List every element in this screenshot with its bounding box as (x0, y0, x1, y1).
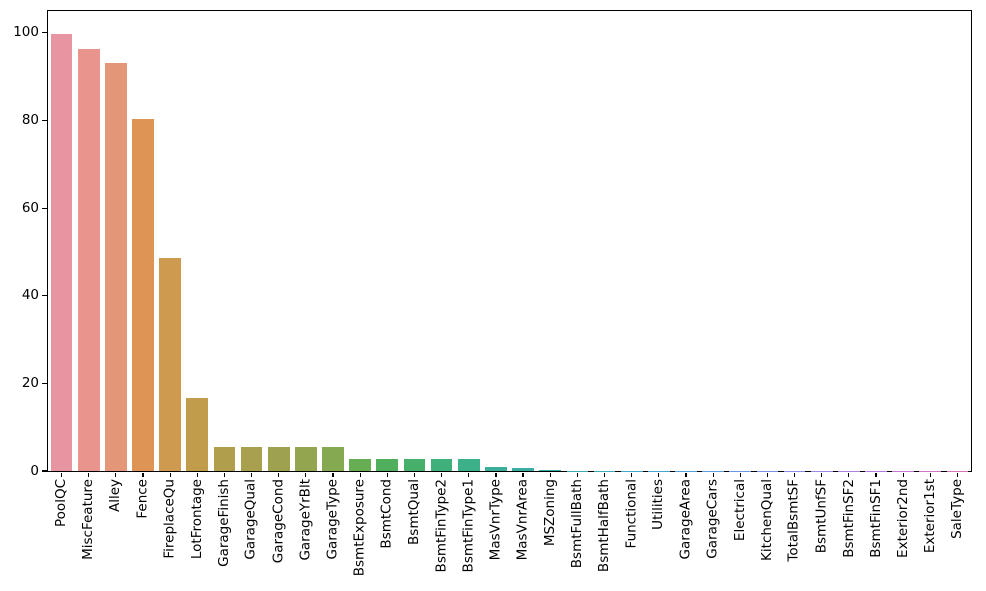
x-tick-label-text: BsmtQual (405, 479, 422, 545)
x-tick-label-text: PoolQC (53, 479, 70, 527)
y-tick-label: 100 (13, 24, 39, 41)
x-tick-label-text: Exterior2nd (894, 479, 911, 558)
x-tick (631, 472, 633, 477)
bar-MasVnrArea (512, 467, 534, 471)
x-tick-label-text: MasVnrType (487, 479, 504, 561)
x-tick-label-text: GarageArea (677, 479, 694, 560)
x-tick (332, 472, 334, 477)
x-tick-label-text: BsmtFinSF2 (840, 479, 857, 558)
x-tick-label-text: BsmtFullBath (568, 479, 585, 569)
x-tick-label-text: GarageFinish (215, 479, 232, 567)
x-tick-label-text: GarageCond (270, 479, 287, 564)
bar-GarageYrBlt (295, 447, 317, 471)
bar-MSZoning (539, 470, 562, 471)
x-tick (359, 472, 361, 477)
x-tick-label-text: BsmtHalfBath (596, 479, 612, 573)
bar-GarageQual (240, 447, 263, 471)
x-tick (223, 472, 226, 477)
bar-MiscFeature (77, 48, 100, 471)
x-tick-label-text: GarageQual (243, 479, 260, 560)
x-tick (956, 472, 958, 477)
x-tick (142, 472, 144, 477)
x-tick (278, 472, 280, 477)
x-tick (522, 472, 524, 477)
x-tick (603, 472, 606, 477)
x-tick-label-text: GarageCars (704, 479, 721, 559)
x-tick (115, 472, 117, 477)
x-tick-label-text: BsmtFinType2 (433, 479, 450, 573)
bar-Fence (132, 118, 154, 471)
x-tick-label-text: MiscFeature (80, 479, 97, 560)
bar-BsmtExposure (349, 458, 372, 471)
bar-BsmtQual (403, 458, 426, 471)
x-tick (386, 472, 388, 477)
x-tick (196, 472, 198, 477)
x-tick (875, 472, 877, 477)
x-tick-label-text: TotalBsmtSF (786, 479, 803, 562)
x-tick (413, 472, 416, 477)
x-tick (60, 472, 63, 477)
bar-MasVnrType (485, 467, 507, 471)
x-tick-label-text: BsmtFinType1 (460, 479, 477, 573)
x-tick-label-text: FireplaceQu (161, 479, 178, 559)
x-tick (902, 472, 904, 477)
x-tick-label-text: LotFrontage (188, 479, 205, 560)
x-tick-label-text: SaleType (948, 479, 965, 539)
y-tick-label: 20 (21, 374, 39, 391)
bar-FireplaceQu (159, 257, 181, 471)
x-tick (305, 472, 307, 477)
x-tick (169, 472, 171, 477)
y-tick-label: 40 (21, 287, 39, 304)
bar-BsmtFinType1 (457, 459, 480, 471)
bar-BsmtCond (376, 458, 399, 471)
x-tick-label-text: Functional (623, 479, 640, 549)
x-tick-label-text: Alley (107, 479, 124, 513)
bar-LotFrontage (186, 398, 209, 471)
bar-GarageCond (267, 447, 290, 471)
x-tick (441, 472, 443, 477)
x-tick (685, 472, 687, 477)
x-tick-label-text: GarageType (324, 479, 341, 560)
x-tick (468, 472, 470, 477)
x-tick (495, 472, 497, 477)
x-tick-label-text: BsmtFinSF1 (867, 479, 884, 558)
x-tick-label-text: Fence (134, 479, 151, 519)
x-tick (88, 472, 90, 477)
x-tick (576, 472, 578, 477)
bar-GarageFinish (213, 447, 236, 471)
plot-area (47, 10, 972, 472)
x-tick (251, 472, 253, 477)
x-tick (929, 472, 931, 477)
x-tick-label-text: GarageYrBlt (297, 479, 314, 561)
x-tick (739, 472, 741, 477)
bar-PoolQC (50, 34, 73, 471)
x-tick-label-text: BsmtCond (378, 479, 395, 549)
y-tick-label: 60 (21, 199, 39, 216)
x-tick (848, 472, 850, 477)
x-tick (766, 472, 768, 477)
x-tick (821, 472, 823, 477)
x-tick-label-text: Exterior1st (921, 479, 938, 554)
x-tick-label-text: BsmtUnfSF (813, 479, 830, 554)
x-tick-label-text: MasVnrArea (514, 479, 531, 561)
bar-BsmtFinType2 (430, 459, 453, 471)
x-tick (549, 472, 551, 477)
x-tick-label-text: Electrical (731, 479, 748, 542)
y-tick-label: 0 (30, 462, 39, 479)
x-tick (793, 472, 796, 477)
x-tick-label-text: MSZoning (541, 479, 558, 547)
y-tick-label: 80 (21, 112, 39, 129)
x-tick-label-text: KitchenQual (758, 479, 775, 561)
bar-Alley (105, 62, 127, 471)
x-tick-label-text: Utilities (650, 479, 667, 530)
bar-GarageType (322, 447, 344, 471)
x-tick-label-text: BsmtExposure (351, 479, 368, 577)
x-tick (712, 472, 714, 477)
x-tick (658, 472, 660, 477)
